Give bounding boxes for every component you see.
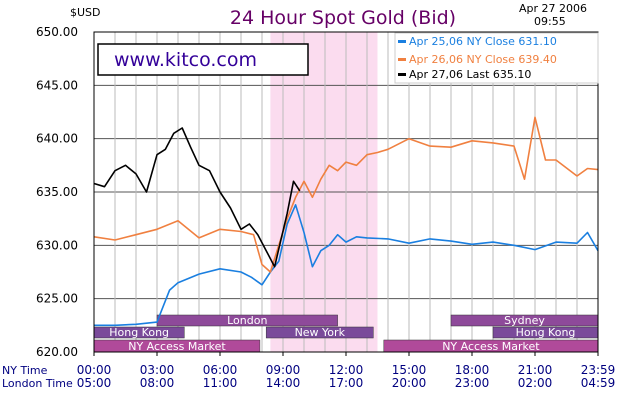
website-box: [97, 43, 309, 76]
legend-entry-apr26: Apr 26,06 NY Close 639.40: [398, 53, 557, 66]
session-label: Hong Kong: [109, 326, 169, 339]
session-label: Hong Kong: [516, 326, 576, 339]
legend-swatch-apr25: [398, 40, 406, 43]
series-line-2: [93, 127, 301, 268]
website-label: www.kitco.com: [114, 49, 257, 71]
session-bar-rect: [265, 326, 374, 339]
x-tick-label-london: 23:00: [455, 376, 490, 390]
legend-text-apr25: Apr 25,06 NY Close 631.10: [409, 35, 557, 48]
session-bar: Hong Kong: [93, 326, 185, 339]
x-tick-label-ny: 15:00: [392, 363, 427, 377]
legend-entry-apr27: Apr 27,06 Last 635.10: [398, 68, 531, 81]
y-tick-label: 620.00: [36, 345, 78, 359]
ny-time-row-label: NY Time: [2, 364, 48, 377]
x-tick-label-ny: 06:00: [203, 363, 238, 377]
x-tick-label-ny: 12:00: [329, 363, 364, 377]
x-tick-label-ny: 18:00: [455, 363, 490, 377]
session-label: New York: [295, 326, 346, 339]
series-line-0: [94, 204, 599, 327]
session-bar: New York: [265, 326, 374, 339]
legend-swatch-apr26: [398, 58, 406, 61]
currency-label: $USD: [70, 6, 101, 19]
session-label: London: [227, 314, 267, 327]
x-tick-label-ny: 03:00: [140, 363, 175, 377]
legend-swatch-apr27: [398, 73, 406, 76]
x-tick-label-ny: 00:00: [77, 363, 112, 377]
x-tick-label-london: 08:00: [140, 376, 175, 390]
x-tick-label-london: 02:00: [518, 376, 553, 390]
session-bar: Hong Kong: [492, 326, 599, 339]
series-line-1: [93, 116, 599, 273]
y-tick-label: 640.00: [36, 132, 78, 146]
session-label: Sydney: [504, 314, 545, 327]
x-tick-label-ny: 23:59: [581, 363, 616, 377]
legend-box: [394, 32, 599, 84]
x-tick-label-ny: 09:00: [266, 363, 301, 377]
y-tick-label: 645.00: [36, 78, 78, 92]
date-stamp: Apr 27 2006: [519, 2, 587, 15]
x-tick-label-ny: 21:00: [518, 363, 553, 377]
x-tick-label-london: 20:00: [392, 376, 427, 390]
session-bar: London: [156, 314, 338, 327]
y-tick-label: 625.00: [36, 292, 78, 306]
x-tick-label-london: 04:59: [581, 376, 616, 390]
y-tick-label: 630.00: [36, 238, 78, 252]
session-label: NY Access Market: [442, 340, 540, 353]
x-tick-label-london: 14:00: [266, 376, 301, 390]
chart-title: 24 Hour Spot Gold (Bid): [230, 7, 456, 29]
legend-entry-apr25: Apr 25,06 NY Close 631.10: [398, 35, 557, 48]
session-label: NY Access Market: [128, 340, 226, 353]
x-tick-label-london: 11:00: [203, 376, 238, 390]
legend-text-apr26: Apr 26,06 NY Close 639.40: [409, 53, 557, 66]
time-stamp: 09:55: [534, 15, 566, 28]
y-tick-label: 635.00: [36, 185, 78, 199]
x-tick-label-london: 17:00: [329, 376, 364, 390]
session-bar: NY Access Market: [383, 339, 599, 353]
london-time-row-label: London Time: [2, 377, 73, 390]
legend-text-apr27: Apr 27,06 Last 635.10: [409, 68, 531, 81]
x-tick-label-london: 05:00: [77, 376, 112, 390]
y-tick-label: 650.00: [36, 25, 78, 39]
session-bar: NY Access Market: [93, 339, 261, 353]
